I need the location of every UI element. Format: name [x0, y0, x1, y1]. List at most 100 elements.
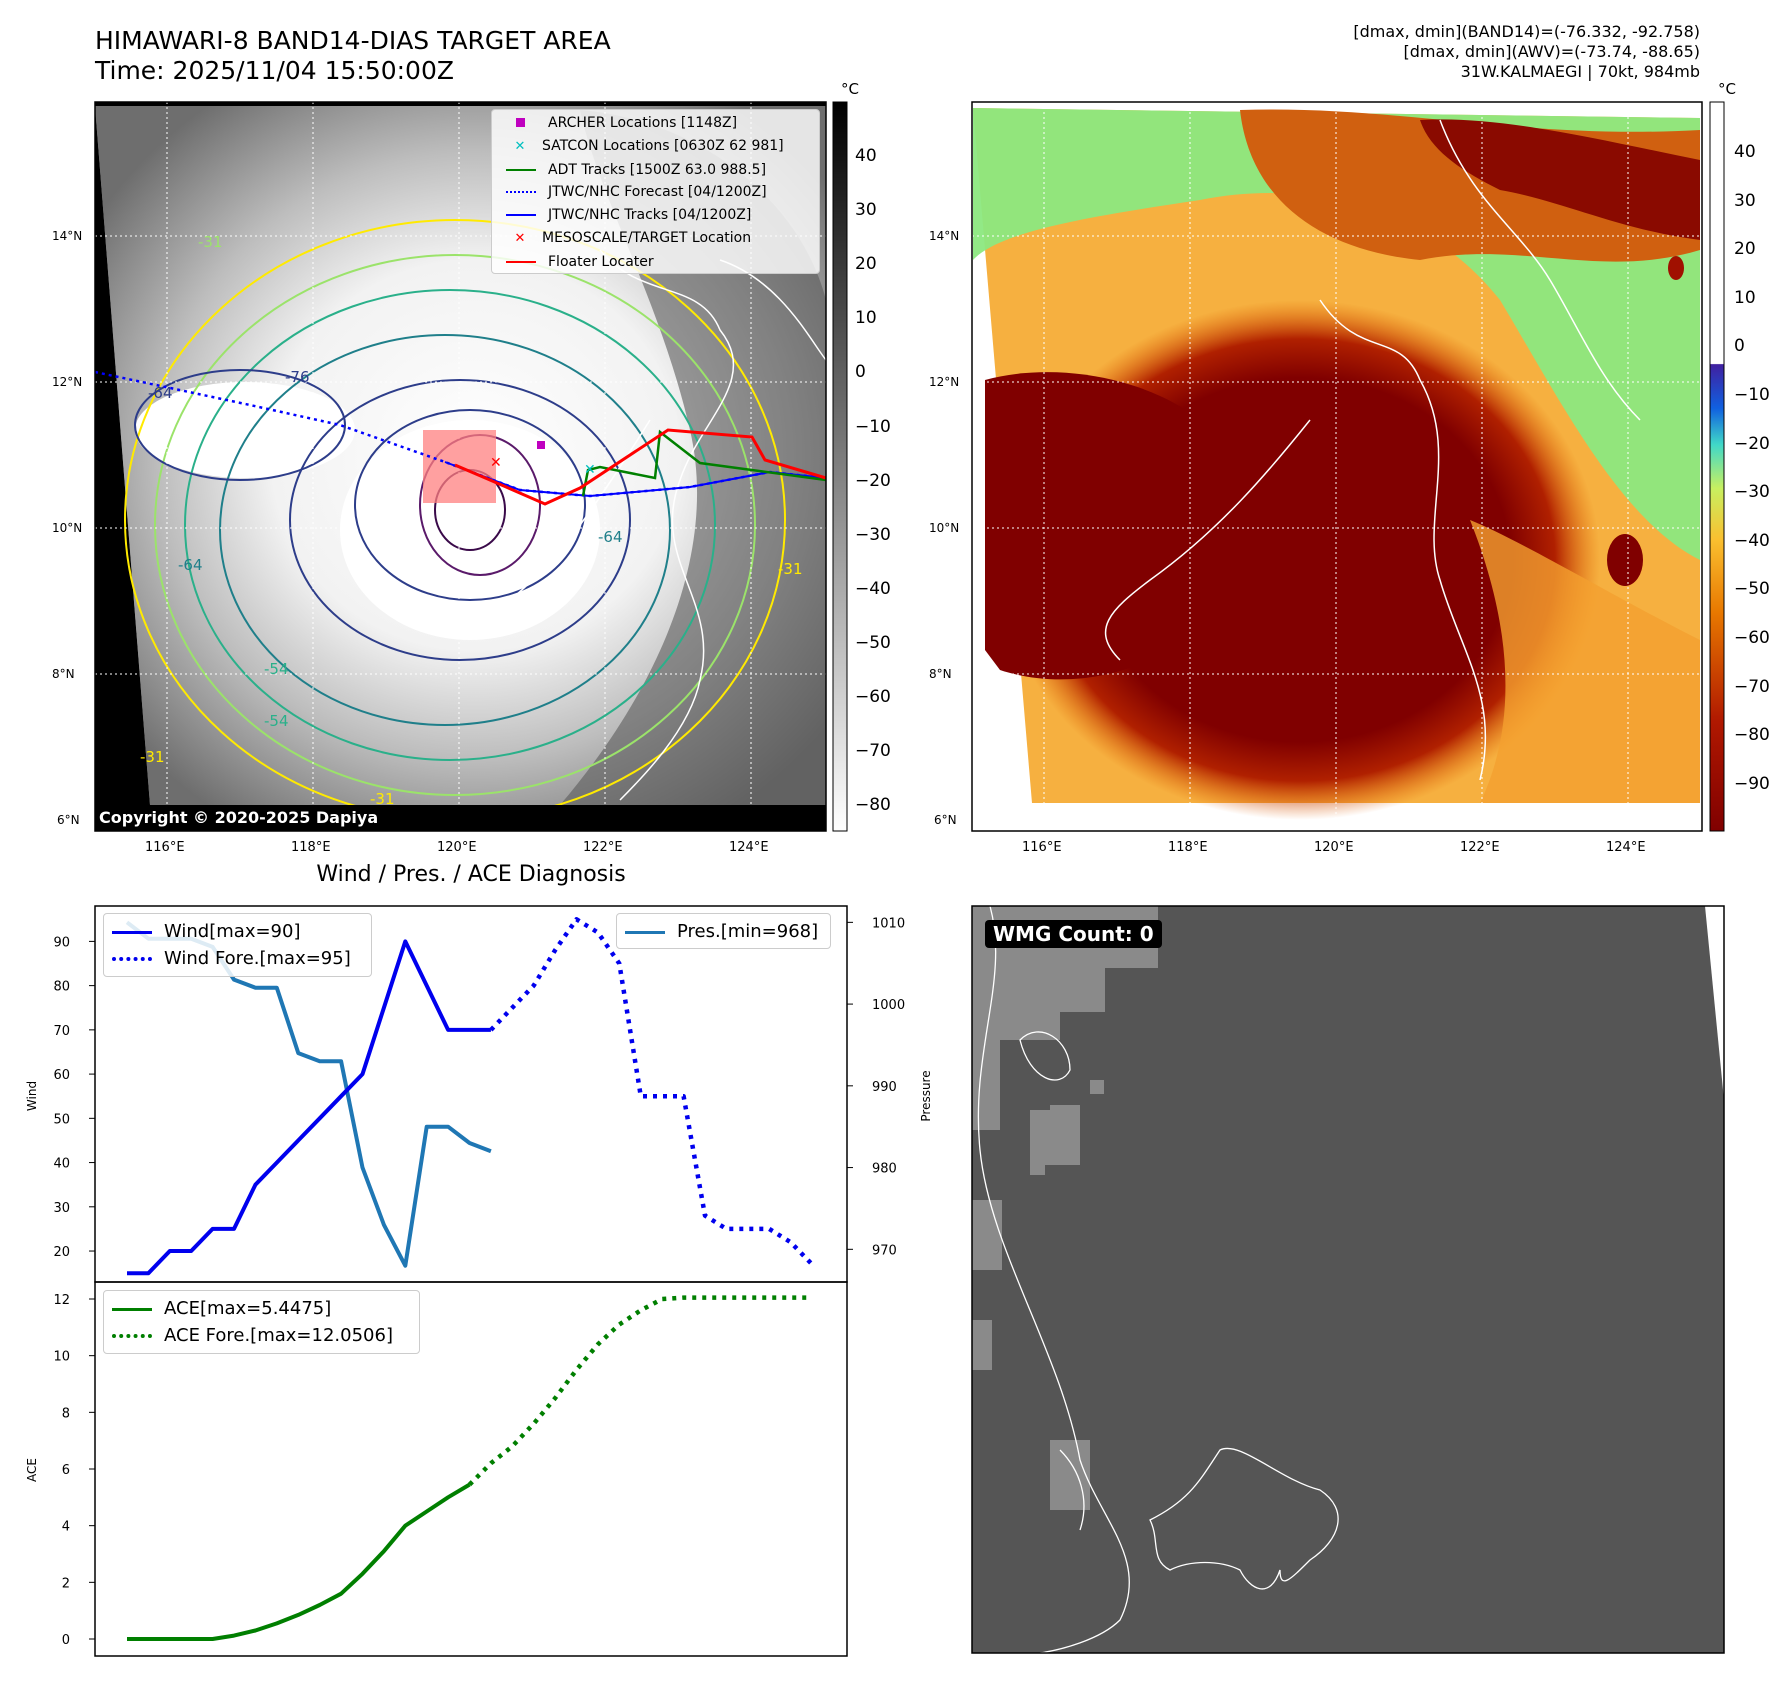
lon-label: 116°E [1022, 840, 1062, 855]
colorbar-tick-label: −80 [1734, 725, 1770, 746]
legend-wind-forecast: Wind Fore.[max=95] [112, 945, 351, 972]
legend-meso: ✕ MESOSCALE/TARGET Location [506, 227, 784, 251]
legend-wind-swatch [112, 930, 152, 934]
pressure-tick-label: 990 [872, 1080, 897, 1095]
lat-label: 14°N [929, 229, 960, 243]
colorbar-tick-label: −90 [1734, 773, 1770, 794]
legend-archer-label: ARCHER Locations [1148Z] [548, 115, 738, 131]
legend-jtwc-track-swatch [506, 214, 536, 217]
colorbar-tick-label: 40 [855, 146, 877, 166]
adt-track [581, 429, 826, 497]
pressure-tick-label: 1010 [872, 916, 905, 931]
map-title-line2: Time: 2025/11/04 15:50:00Z [95, 56, 454, 85]
wind-legend: Wind[max=90] Wind Fore.[max=95] [103, 913, 372, 977]
colorbar-color [1709, 101, 1725, 832]
map-title-line1: HIMAWARI-8 BAND14-DIAS TARGET AREA [95, 26, 611, 55]
contour-label: -64 [178, 556, 203, 574]
legend-ace-label: ACE[max=5.4475] [164, 1298, 332, 1319]
ace-forecast-line [467, 1295, 812, 1487]
ace-tick-label: 4 [62, 1520, 70, 1535]
colorbar-tick-label: 20 [1734, 239, 1756, 260]
legend-satcon-label: SATCON Locations [0630Z 62 981] [542, 137, 784, 154]
legend-satcon: ✕ SATCON Locations [0630Z 62 981] [506, 135, 784, 159]
colorbar-tick-label: 40 [1734, 142, 1756, 162]
legend-jtwc-forecast-label: JTWC/NHC Forecast [04/1200Z] [548, 184, 767, 201]
wind-tick-label: 30 [53, 1201, 70, 1216]
lat-label: 12°N [52, 375, 83, 389]
legend-jtwc-forecast-swatch [506, 191, 536, 194]
awv-map-panel [972, 102, 1702, 831]
legend-pressure-label: Pres.[min=968] [677, 921, 819, 942]
pressure-tick-label: 980 [872, 1162, 897, 1177]
colorbar-gray [832, 101, 848, 832]
ace-tick-label: 8 [62, 1406, 70, 1421]
lon-label: 118°E [291, 840, 331, 855]
colorbar-tick-label: −50 [1734, 579, 1770, 600]
ace-tick-label: 10 [53, 1350, 70, 1365]
lat-label: 10°N [52, 521, 83, 535]
ace-line [127, 1482, 471, 1641]
contour-label: -31 [140, 748, 165, 766]
contour-label: -76 [285, 368, 310, 386]
legend-ace: ACE[max=5.4475] [112, 1295, 393, 1322]
lon-label: 120°E [437, 840, 477, 855]
colorbar-tick-label: −20 [1734, 433, 1770, 454]
colorbar2-unit: °C [1718, 80, 1736, 98]
wind-tick-label: 90 [53, 935, 70, 950]
colorbar-tick-label: 0 [855, 362, 866, 383]
colorbar-tick-label: −10 [855, 416, 891, 437]
legend-pressure-swatch [625, 930, 665, 934]
wind-tick-label: 40 [53, 1157, 70, 1172]
contour-label: -64 [598, 528, 623, 546]
lon-label: 116°E [145, 840, 185, 855]
colorbar-tick-label: −60 [855, 687, 891, 707]
legend-satcon-swatch: ✕ [514, 138, 526, 154]
colorbar-tick-label: −40 [855, 578, 891, 599]
lat-label: 8°N [929, 667, 952, 681]
legend-adt-swatch [506, 168, 536, 171]
legend-ace-forecast-label: ACE Fore.[max=12.0506] [164, 1325, 393, 1346]
copyright-label: Copyright © 2020-2025 Dapiya [99, 808, 379, 827]
legend-archer: ARCHER Locations [1148Z] [506, 112, 784, 135]
contour-label: -54 [264, 660, 289, 678]
ace-axis-label: ACE [25, 1458, 39, 1482]
ace-tick-label: 6 [62, 1463, 70, 1478]
lon-label: 124°E [729, 840, 769, 855]
storm-info-text: 31W.KALMAEGI | 70kt, 984mb [1460, 62, 1700, 81]
colorbar-tick-label: −50 [855, 632, 891, 653]
meso-marker: ✕ [490, 455, 502, 471]
legend-adt: ADT Tracks [1500Z 63.0 988.5] [506, 159, 784, 182]
lat-label: 8°N [52, 667, 75, 681]
colorbar-tick-label: −10 [1734, 385, 1770, 405]
legend-archer-swatch [516, 118, 525, 127]
colorbar-tick-label: −40 [1734, 530, 1770, 551]
wind-tick-label: 20 [53, 1245, 70, 1260]
legend-ace-forecast-swatch [112, 1334, 152, 1338]
colorbar-tick-label: 30 [1734, 190, 1756, 211]
colorbar-tick-label: 10 [1734, 287, 1756, 308]
colorbar-tick-label: 20 [855, 254, 877, 275]
colorbar-tick-label: −70 [855, 741, 891, 762]
ace-tick-label: 2 [62, 1576, 70, 1591]
ace-tick-label: 0 [62, 1633, 70, 1648]
colorbar-tick-label: −20 [855, 470, 891, 491]
lon-label: 122°E [583, 840, 623, 855]
wind-line [127, 939, 491, 1276]
legend-wind: Wind[max=90] [112, 918, 351, 945]
archer-marker [537, 441, 545, 449]
legend-meso-label: MESOSCALE/TARGET Location [542, 229, 752, 246]
contour-label: -31 [778, 560, 803, 578]
lat-label: 12°N [929, 375, 960, 389]
legend-wind-forecast-swatch [112, 957, 152, 961]
wmg-panel [972, 906, 1724, 1653]
pressure-legend: Pres.[min=968] [616, 913, 831, 949]
wind-tick-label: 70 [53, 1024, 70, 1039]
lat-label: 14°N [52, 229, 83, 243]
legend-floater: Floater Locater [506, 251, 784, 274]
pressure-axis-label: Pressure [919, 1070, 933, 1121]
legend-jtwc-track-label: JTWC/NHC Tracks [04/1200Z] [548, 207, 752, 224]
colorbar-tick-label: −80 [855, 795, 891, 816]
floater-track [454, 428, 826, 506]
legend-wind-forecast-label: Wind Fore.[max=95] [164, 948, 351, 969]
